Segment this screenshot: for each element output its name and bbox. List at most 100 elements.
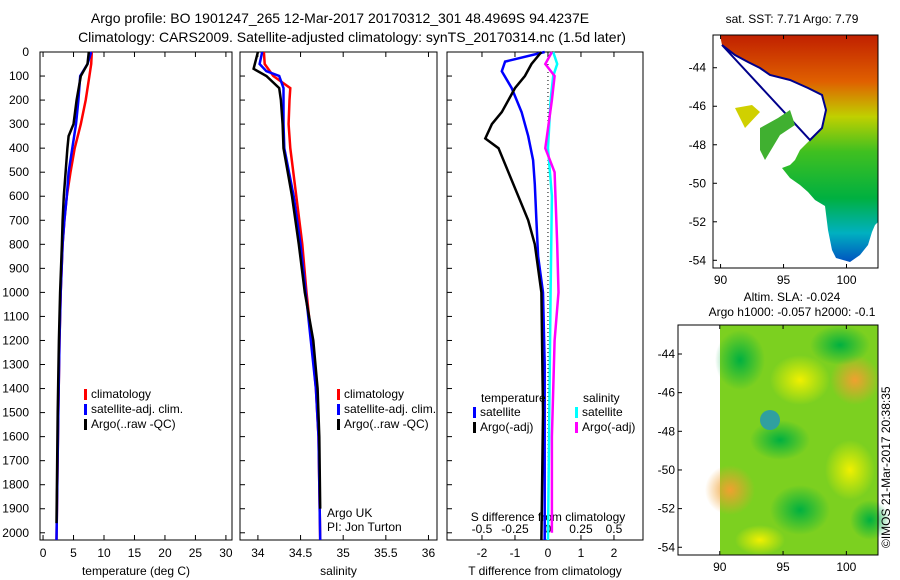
legend-label: climatology — [344, 387, 404, 401]
map-y-tick-label: -52 — [658, 502, 676, 516]
legend-label: Argo(..raw -QC) — [91, 417, 176, 431]
series-line-argo-raw-qc- — [55, 51, 91, 524]
y-tick-label: 1200 — [2, 333, 29, 347]
title-line2: Climatology: CARS2009. Satellite-adjuste… — [78, 29, 626, 45]
sla-title-1: Altim. SLA: -0.024 — [744, 290, 841, 304]
legend-header-temperature: temperature — [481, 391, 546, 405]
x-tick-label: 20 — [158, 546, 172, 560]
sst-coast-edge — [721, 44, 828, 142]
map-y-tick-label: -44 — [689, 61, 707, 75]
legend-swatch — [84, 419, 87, 430]
legend-swatch — [337, 404, 340, 415]
sst-patch — [735, 105, 760, 128]
legend-label: climatology — [91, 387, 151, 401]
legend-swatch — [84, 404, 87, 415]
s-tick-label: -0.25 — [501, 522, 529, 536]
x-tick-label: 2 — [611, 546, 618, 560]
x-tick-label: 0 — [545, 546, 552, 560]
y-tick-label: 1300 — [2, 358, 29, 372]
series-line-s-satellite — [546, 51, 559, 541]
map-x-tick-label: 95 — [777, 273, 791, 287]
legend-header-salinity: salinity — [583, 391, 620, 405]
map-y-tick-label: -54 — [658, 540, 676, 554]
legend-swatch — [575, 407, 578, 418]
legend-label: Argo(-adj) — [582, 420, 635, 434]
series-line-t-satellite — [500, 50, 546, 540]
series-line-t-argo-adj- — [483, 51, 545, 541]
plot-frame — [39, 51, 233, 541]
sst-land-mask — [713, 35, 878, 268]
map-x-tick-label: 100 — [836, 273, 856, 287]
sla-map-frame — [677, 324, 879, 556]
y-tick-label: 100 — [9, 69, 29, 83]
legend-swatch — [473, 407, 476, 418]
x-tick-label: 34 — [251, 546, 265, 560]
legend-label: satellite — [582, 405, 623, 419]
y-tick-label: 1500 — [2, 406, 29, 420]
salinity-panel: 34 34.5 35 35.5 36 salinity climatologysatelli… — [239, 51, 438, 578]
y-tick-label: 1900 — [2, 502, 29, 516]
pi-annotation: Argo UK — [327, 506, 372, 520]
sst-map-title: sat. SST: 7.71 Argo: 7.79 — [726, 12, 859, 26]
map-y-tick-label: -46 — [689, 99, 707, 113]
y-tick-label: 800 — [9, 237, 29, 251]
x-tick-label: 34.5 — [289, 546, 313, 560]
sla-map-panel: Altim. SLA: -0.024 Argo h1000: -0.057 h2… — [658, 290, 890, 574]
sst-map-panel: sat. SST: 7.71 Argo: 7.79 90 95 100 -44 -46 -… — [689, 12, 879, 287]
y-tick-label: 700 — [9, 213, 29, 227]
y-tick-label: 400 — [9, 141, 29, 155]
sla-blobs — [705, 325, 890, 555]
temperature-panel: 0 5 10 15 20 25 30 temperature (deg C) 0 100 200 30… — [2, 45, 233, 578]
legend-swatch — [337, 419, 340, 430]
map-y-tick-label: -50 — [689, 176, 707, 190]
y-tick-label: 1600 — [2, 430, 29, 444]
legend-label: satellite-adj. clim. — [344, 402, 436, 416]
s-tick-label: 0.25 — [569, 522, 593, 536]
y-tick-label: 600 — [9, 189, 29, 203]
legend-swatch — [473, 422, 476, 433]
x-tick-label: -1 — [510, 546, 521, 560]
map-y-tick-label: -44 — [658, 347, 676, 361]
y-tick-label: 1000 — [2, 285, 29, 299]
pi-annotation: PI: Jon Turton — [327, 520, 402, 534]
x-tick-label: 0 — [40, 546, 47, 560]
difference-panel: -2 -1 0 1 2 T difference from climatology -0.5… — [446, 50, 644, 578]
legend-swatch — [337, 389, 340, 400]
legend-swatch — [575, 422, 578, 433]
y-tick-label: 300 — [9, 117, 29, 131]
y-tick-label: 500 — [9, 165, 29, 179]
map-x-tick-label: 90 — [714, 273, 728, 287]
y-tick-label: 0 — [22, 45, 29, 59]
map-x-tick-label: 95 — [776, 560, 790, 574]
series-line-argo-raw-qc- — [252, 51, 322, 509]
y-tick-label: 1700 — [2, 454, 29, 468]
series-line-climatology — [262, 51, 322, 541]
x-tick-label: 35.5 — [374, 546, 398, 560]
y-tick-label: 200 — [9, 93, 29, 107]
sst-map-frame — [712, 34, 879, 269]
legend-label: satellite-adj. clim. — [91, 402, 183, 416]
sla-title-2: Argo h1000: -0.057 h2000: -0.1 — [709, 305, 876, 319]
x-tick-label: 30 — [219, 546, 233, 560]
map-y-tick-label: -54 — [689, 253, 707, 267]
legend-swatch — [84, 389, 87, 400]
map-x-tick-label: 90 — [713, 560, 727, 574]
map-y-tick-label: -48 — [658, 424, 676, 438]
title-line1: Argo profile: BO 1901247_265 12-Mar-2017… — [91, 10, 589, 26]
y-tick-label: 900 — [9, 261, 29, 275]
x-axis-label: salinity — [320, 564, 357, 578]
legend-label: satellite — [480, 405, 521, 419]
x-axis-label: T difference from climatology — [468, 564, 622, 578]
s-tick-label: -0.5 — [472, 522, 493, 536]
x-tick-label: 25 — [189, 546, 203, 560]
y-tick-label: 2000 — [2, 526, 29, 540]
y-tick-label: 1400 — [2, 382, 29, 396]
x-tick-label: 15 — [128, 546, 142, 560]
map-y-tick-label: -46 — [658, 386, 676, 400]
imos-credit: ©IMOS 21-Mar-2017 20:38:35 — [879, 386, 893, 548]
sst-patch — [760, 110, 795, 160]
legend-label: Argo(-adj) — [480, 420, 533, 434]
x-tick-label: 10 — [97, 546, 111, 560]
map-y-tick-label: -50 — [658, 463, 676, 477]
